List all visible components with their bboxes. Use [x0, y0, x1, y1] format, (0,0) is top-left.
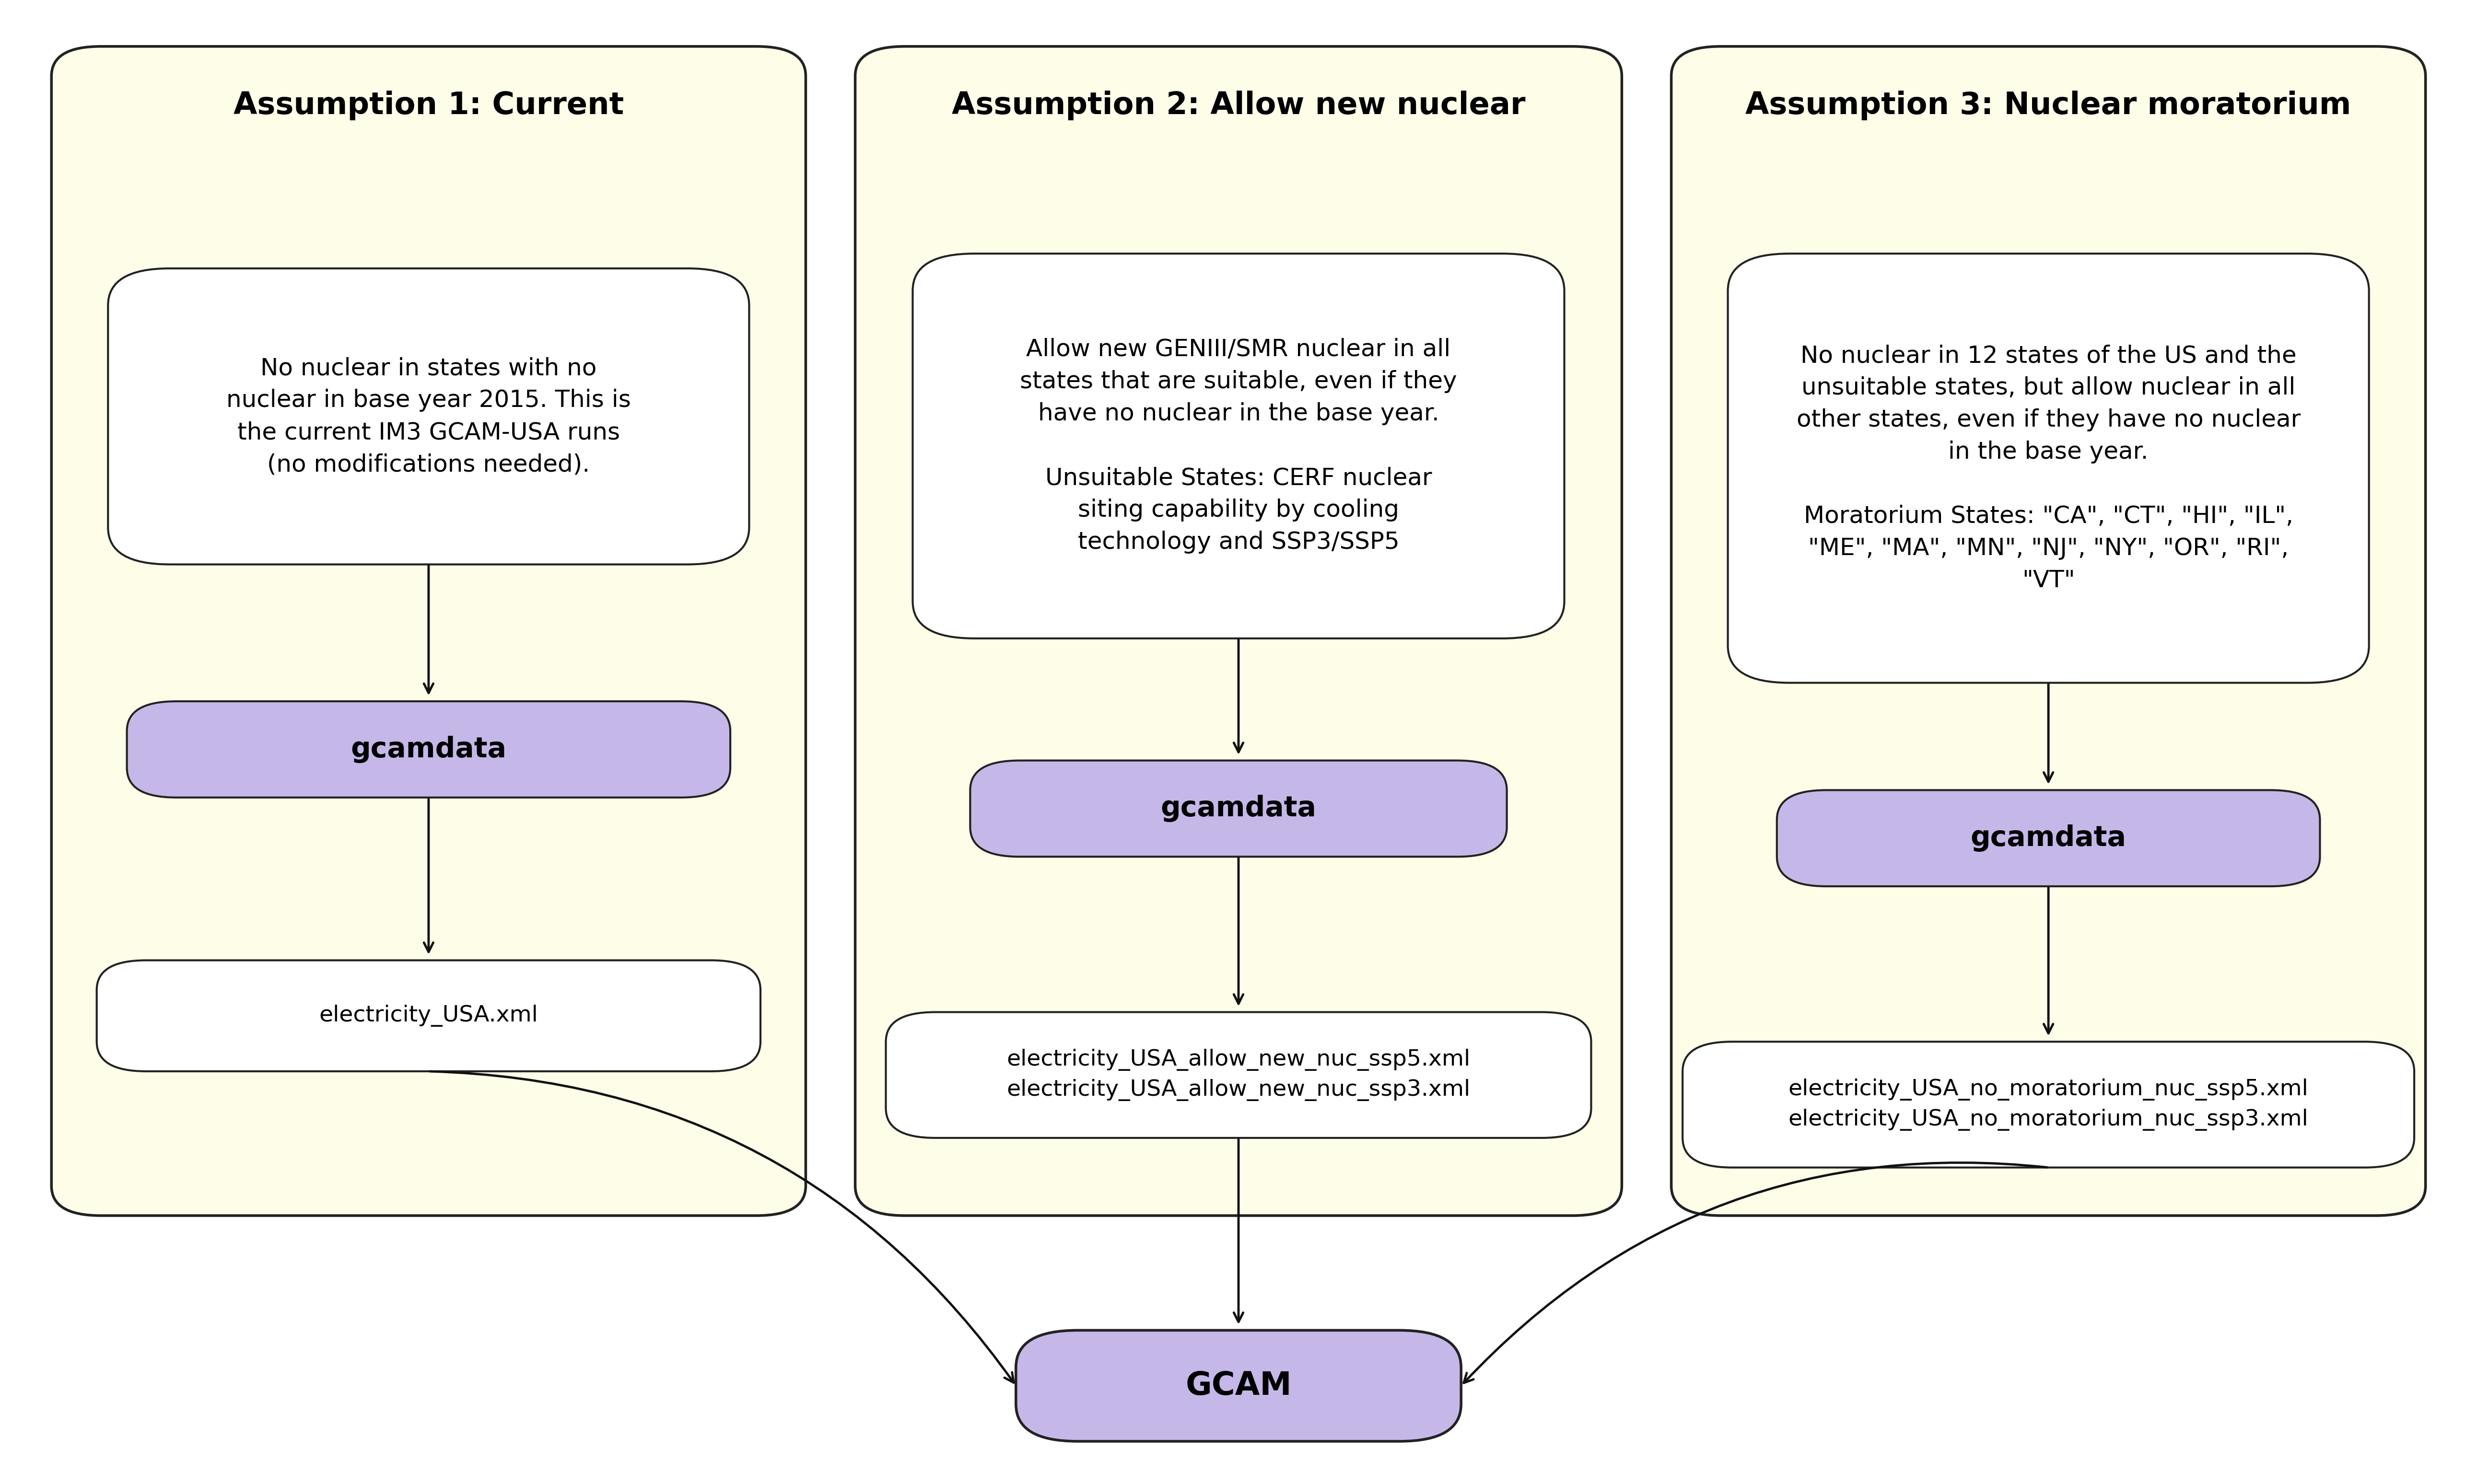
FancyBboxPatch shape	[126, 702, 731, 797]
Text: GCAM: GCAM	[1186, 1370, 1291, 1401]
FancyArrowPatch shape	[1464, 1162, 2046, 1383]
Text: No nuclear in 12 states of the US and the
unsuitable states, but allow nuclear i: No nuclear in 12 states of the US and th…	[1796, 344, 2301, 592]
Text: electricity_USA_no_moratorium_nuc_ssp5.xml
electricity_USA_no_moratorium_nuc_ssp: electricity_USA_no_moratorium_nuc_ssp5.x…	[1788, 1079, 2309, 1131]
Text: gcamdata: gcamdata	[1162, 795, 1315, 822]
FancyBboxPatch shape	[1672, 46, 2425, 1215]
FancyBboxPatch shape	[52, 46, 805, 1215]
Text: Assumption 3: Nuclear moratorium: Assumption 3: Nuclear moratorium	[1746, 91, 2351, 120]
Text: gcamdata: gcamdata	[1972, 825, 2125, 852]
Text: electricity_USA_allow_new_nuc_ssp5.xml
electricity_USA_allow_new_nuc_ssp3.xml: electricity_USA_allow_new_nuc_ssp5.xml e…	[1006, 1049, 1471, 1101]
Text: electricity_USA.xml: electricity_USA.xml	[320, 1005, 538, 1027]
Text: Assumption 2: Allow new nuclear: Assumption 2: Allow new nuclear	[951, 91, 1526, 120]
Text: No nuclear in states with no
nuclear in base year 2015. This is
the current IM3 : No nuclear in states with no nuclear in …	[225, 356, 632, 476]
FancyBboxPatch shape	[887, 1012, 1590, 1138]
FancyBboxPatch shape	[1682, 1042, 2415, 1168]
Text: gcamdata: gcamdata	[352, 736, 505, 763]
FancyBboxPatch shape	[971, 760, 1506, 856]
FancyBboxPatch shape	[912, 254, 1565, 638]
FancyBboxPatch shape	[855, 46, 1622, 1215]
FancyBboxPatch shape	[1776, 789, 2321, 886]
FancyBboxPatch shape	[1016, 1330, 1461, 1441]
FancyArrowPatch shape	[431, 1071, 1013, 1383]
Text: Assumption 1: Current: Assumption 1: Current	[233, 91, 624, 120]
Text: Allow new GENIII/SMR nuclear in all
states that are suitable, even if they
have : Allow new GENIII/SMR nuclear in all stat…	[1021, 338, 1456, 554]
FancyBboxPatch shape	[1729, 254, 2368, 683]
FancyBboxPatch shape	[97, 960, 760, 1071]
FancyBboxPatch shape	[109, 269, 748, 564]
